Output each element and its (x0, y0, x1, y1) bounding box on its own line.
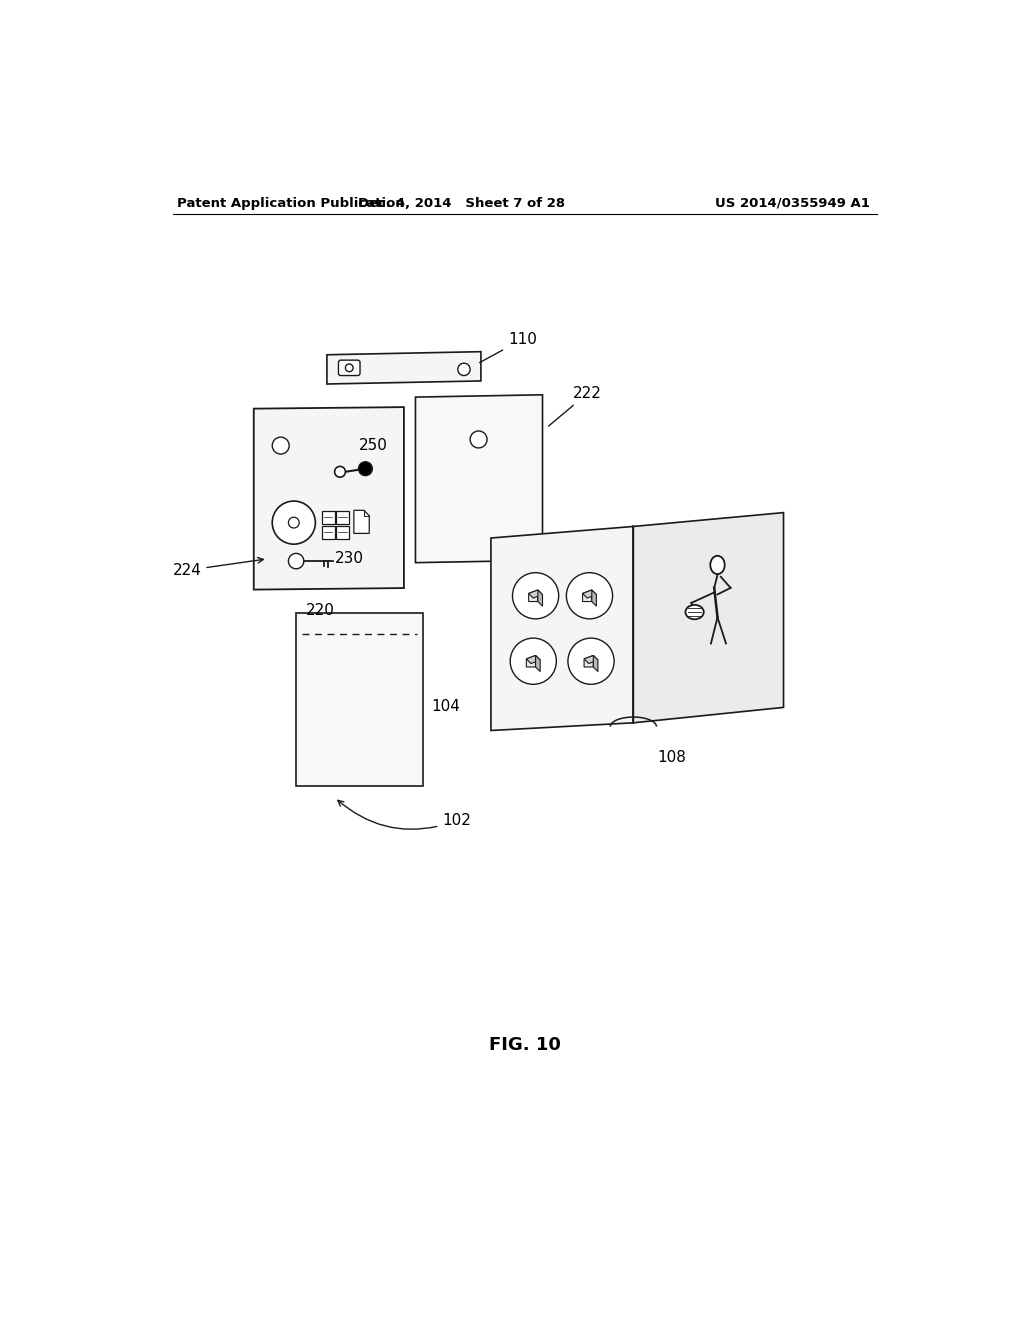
Polygon shape (526, 656, 541, 664)
Polygon shape (592, 590, 596, 606)
Polygon shape (538, 590, 543, 606)
Circle shape (272, 437, 289, 454)
Circle shape (272, 502, 315, 544)
Circle shape (566, 573, 612, 619)
Text: FIG. 10: FIG. 10 (488, 1036, 561, 1055)
FancyBboxPatch shape (339, 360, 360, 376)
Bar (336, 511, 349, 524)
Text: 224: 224 (172, 557, 263, 578)
Text: 220: 220 (306, 603, 335, 619)
Text: Dec. 4, 2014   Sheet 7 of 28: Dec. 4, 2014 Sheet 7 of 28 (358, 197, 565, 210)
Polygon shape (584, 656, 598, 664)
Polygon shape (583, 590, 596, 598)
Bar (322, 525, 335, 539)
Polygon shape (254, 407, 403, 590)
Polygon shape (327, 351, 481, 384)
Polygon shape (526, 656, 536, 667)
Polygon shape (528, 590, 543, 598)
Circle shape (358, 462, 373, 475)
Circle shape (345, 364, 353, 372)
Text: 108: 108 (657, 750, 686, 764)
Ellipse shape (685, 605, 703, 619)
Polygon shape (536, 656, 541, 672)
Bar (322, 511, 335, 524)
Circle shape (458, 363, 470, 376)
Polygon shape (634, 512, 783, 723)
Text: 250: 250 (359, 438, 388, 453)
Circle shape (568, 638, 614, 684)
Circle shape (470, 430, 487, 447)
Text: 222: 222 (549, 385, 602, 426)
Ellipse shape (711, 556, 725, 574)
Circle shape (289, 517, 299, 528)
Text: 104: 104 (431, 700, 460, 714)
Polygon shape (584, 656, 593, 667)
Circle shape (289, 553, 304, 569)
Polygon shape (593, 656, 598, 672)
Polygon shape (416, 395, 543, 562)
Polygon shape (528, 590, 538, 602)
Text: 102: 102 (338, 800, 471, 829)
Polygon shape (354, 511, 370, 533)
Polygon shape (296, 612, 423, 785)
Polygon shape (583, 590, 592, 602)
Text: 110: 110 (479, 331, 537, 363)
Circle shape (335, 466, 345, 478)
Text: US 2014/0355949 A1: US 2014/0355949 A1 (715, 197, 869, 210)
Text: 230: 230 (335, 552, 364, 566)
Polygon shape (490, 527, 634, 730)
Text: Patent Application Publication: Patent Application Publication (177, 197, 404, 210)
Circle shape (510, 638, 556, 684)
Circle shape (512, 573, 559, 619)
Bar (336, 525, 349, 539)
